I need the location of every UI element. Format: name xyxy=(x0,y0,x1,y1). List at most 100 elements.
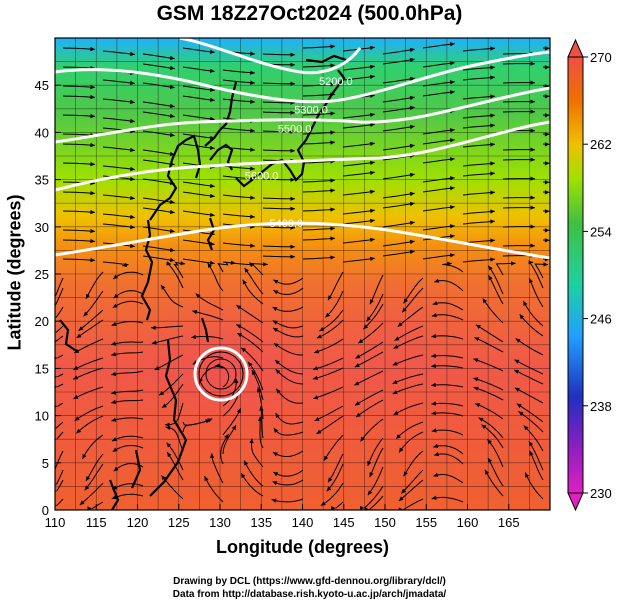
streamline xyxy=(313,386,344,400)
streamline xyxy=(102,194,135,199)
streamline xyxy=(528,277,544,308)
streamline-arrow xyxy=(409,249,415,255)
streamline xyxy=(433,453,464,465)
streamline xyxy=(403,498,424,510)
streamline xyxy=(354,351,384,368)
y-tick-label: 30 xyxy=(35,220,49,235)
streamline-arrow xyxy=(330,207,335,212)
streamline xyxy=(262,130,295,133)
streamline xyxy=(316,319,344,339)
streamline-arrow xyxy=(544,180,550,185)
streamline-arrow xyxy=(209,68,215,73)
streamline-arrow xyxy=(90,46,95,52)
streamline-arrow xyxy=(320,501,326,506)
streamline xyxy=(111,389,144,394)
streamline xyxy=(462,66,495,71)
streamline-arrow xyxy=(399,447,404,453)
wind-streamlines xyxy=(55,42,550,510)
streamline-arrow xyxy=(290,206,295,211)
streamline xyxy=(394,325,424,341)
streamline xyxy=(382,192,415,199)
streamline-arrow xyxy=(325,312,331,318)
coastline xyxy=(59,54,347,510)
streamline-arrow xyxy=(450,80,455,85)
streamline-arrow xyxy=(370,112,375,117)
streamline xyxy=(56,431,64,440)
streamline xyxy=(473,358,504,372)
streamline xyxy=(342,142,375,148)
streamline-arrow xyxy=(273,428,279,433)
streamline-arrow xyxy=(490,142,495,147)
streamline-arrow xyxy=(528,260,534,265)
streamline xyxy=(273,277,304,285)
x-tick-label: 135 xyxy=(250,515,272,530)
streamline xyxy=(392,354,424,366)
streamline xyxy=(382,125,415,132)
streamline xyxy=(382,144,415,151)
streamline xyxy=(242,279,264,305)
streamline xyxy=(160,284,184,308)
streamline-arrow xyxy=(169,132,175,138)
streamline xyxy=(422,43,455,49)
streamline-arrow xyxy=(433,443,439,448)
streamline-arrow xyxy=(514,387,520,392)
streamline-arrow xyxy=(354,381,360,386)
streamline xyxy=(316,415,344,435)
streamline xyxy=(85,453,104,482)
streamline-arrow xyxy=(73,365,79,370)
streamline xyxy=(111,399,144,404)
streamline-arrow xyxy=(85,293,90,299)
streamline xyxy=(142,149,175,156)
streamline xyxy=(302,45,335,49)
streamline-arrow xyxy=(450,253,455,258)
streamline-arrow xyxy=(204,476,209,482)
streamline xyxy=(222,127,255,132)
streamline xyxy=(355,341,384,359)
streamline-arrow xyxy=(544,142,550,147)
streamline xyxy=(473,377,504,391)
streamline xyxy=(462,191,495,196)
streamline xyxy=(403,450,424,477)
streamline-arrow xyxy=(431,353,436,358)
streamline xyxy=(102,146,135,151)
x-tick-label: 155 xyxy=(415,515,437,530)
streamline xyxy=(76,415,104,434)
streamline-arrow xyxy=(490,219,495,224)
streamline xyxy=(262,111,295,114)
streamline-arrow xyxy=(330,236,335,241)
streamline-arrow xyxy=(90,161,95,167)
streamline xyxy=(355,399,384,418)
streamline xyxy=(320,482,344,507)
colorbar-top-arrow xyxy=(567,38,584,58)
streamline xyxy=(422,139,455,145)
streamline xyxy=(142,207,175,214)
streamline xyxy=(314,405,344,422)
streamline-arrow xyxy=(370,64,375,69)
streamline-arrow xyxy=(83,311,89,317)
streamline-arrow xyxy=(544,238,550,243)
streamline-arrow xyxy=(409,191,415,197)
streamline-arrow xyxy=(249,262,255,268)
streamline-arrow xyxy=(272,307,278,312)
streamline-arrow xyxy=(330,140,335,145)
streamline-arrow xyxy=(272,452,278,457)
streamline xyxy=(236,332,264,353)
streamline xyxy=(182,133,215,139)
streamline-arrow xyxy=(370,141,375,146)
streamline xyxy=(62,258,96,261)
streamline-arrow xyxy=(330,130,335,135)
streamline xyxy=(431,429,464,436)
streamline-arrow xyxy=(290,52,295,57)
streamline-arrow xyxy=(450,138,455,143)
streamline xyxy=(112,444,144,453)
streamline xyxy=(55,306,64,318)
streamline-arrow xyxy=(354,363,360,368)
streamline-arrow xyxy=(392,361,398,366)
streamline-arrow xyxy=(263,262,268,267)
streamline xyxy=(182,419,211,433)
streamline xyxy=(244,267,264,295)
streamline-arrow xyxy=(241,473,246,479)
streamline-arrow xyxy=(431,382,436,388)
streamline-arrow xyxy=(244,267,249,273)
streamline-arrow xyxy=(90,84,95,90)
